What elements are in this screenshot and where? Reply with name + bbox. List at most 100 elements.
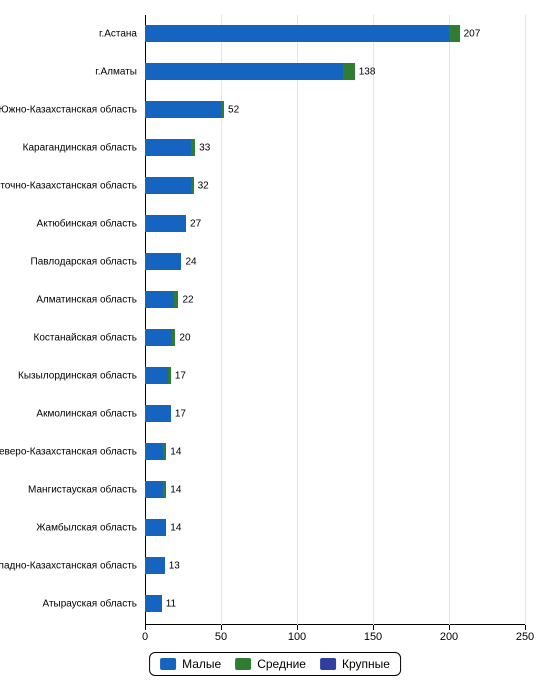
x-axis bbox=[145, 624, 525, 625]
legend-swatch-medium bbox=[235, 658, 251, 670]
bar-segment-medium bbox=[221, 101, 224, 118]
legend-label-medium: Средние bbox=[257, 657, 306, 671]
bar-row: Восточно-Казахстанская область32 bbox=[145, 177, 525, 194]
bar-row: Мангистауская область14 bbox=[145, 481, 525, 498]
bar-segment-small bbox=[145, 519, 166, 536]
value-label: 17 bbox=[175, 370, 186, 381]
bar-segment-medium bbox=[163, 481, 166, 498]
bar-segment-small bbox=[145, 253, 181, 270]
bar-segment-medium bbox=[172, 329, 175, 346]
bar-stack bbox=[145, 25, 460, 42]
bar-stack bbox=[145, 443, 166, 460]
chart-container: 050100150200250г.Астана207г.Алматы138Южн… bbox=[0, 0, 550, 684]
category-label: Атырауская область bbox=[43, 598, 138, 609]
value-label: 27 bbox=[190, 218, 201, 229]
x-tick-label: 100 bbox=[288, 631, 306, 643]
x-tick-label: 150 bbox=[364, 631, 382, 643]
category-label: Костанайская область bbox=[34, 332, 137, 343]
value-label: 14 bbox=[170, 446, 181, 457]
category-label: Западно-Казахстанская область bbox=[0, 560, 137, 571]
bar-segment-medium bbox=[343, 63, 355, 80]
value-label: 14 bbox=[170, 522, 181, 533]
bar-row: г.Астана207 bbox=[145, 25, 525, 42]
bar-row: Жамбылская область14 bbox=[145, 519, 525, 536]
bar-stack bbox=[145, 557, 165, 574]
value-label: 17 bbox=[175, 408, 186, 419]
bar-stack bbox=[145, 177, 194, 194]
bar-row: Алматинская область22 bbox=[145, 291, 525, 308]
x-tick bbox=[525, 625, 526, 630]
bar-row: Западно-Казахстанская область13 bbox=[145, 557, 525, 574]
category-label: Восточно-Казахстанская область bbox=[0, 180, 137, 191]
value-label: 138 bbox=[359, 66, 376, 77]
value-label: 207 bbox=[464, 28, 481, 39]
value-label: 20 bbox=[179, 332, 190, 343]
bar-stack bbox=[145, 481, 166, 498]
legend-item-medium: Средние bbox=[235, 657, 306, 671]
bar-segment-small bbox=[145, 367, 168, 384]
category-label: Павлодарская область bbox=[31, 256, 137, 267]
category-label: Акмолинская область bbox=[36, 408, 137, 419]
legend: Малые Средние Крупные bbox=[149, 652, 401, 676]
bar-stack bbox=[145, 253, 181, 270]
bar-stack bbox=[145, 367, 171, 384]
x-tick-label: 250 bbox=[516, 631, 534, 643]
bar-row: Атырауская область11 bbox=[145, 595, 525, 612]
legend-item-large: Крупные bbox=[320, 657, 390, 671]
bar-segment-small bbox=[145, 177, 191, 194]
x-tick bbox=[221, 625, 222, 630]
category-label: г.Алматы bbox=[95, 66, 137, 77]
bar-row: г.Алматы138 bbox=[145, 63, 525, 80]
x-tick bbox=[297, 625, 298, 630]
category-label: Северо-Казахстанская область bbox=[0, 446, 137, 457]
plot-area: 050100150200250г.Астана207г.Алматы138Южн… bbox=[145, 15, 525, 625]
category-label: Алматинская область bbox=[36, 294, 137, 305]
bar-segment-medium bbox=[174, 291, 179, 308]
bar-stack bbox=[145, 519, 166, 536]
category-label: г.Астана bbox=[99, 28, 137, 39]
bar-segment-small bbox=[145, 215, 186, 232]
bar-row: Кызылординская область17 bbox=[145, 367, 525, 384]
x-tick-label: 200 bbox=[440, 631, 458, 643]
bar-stack bbox=[145, 329, 175, 346]
bar-stack bbox=[145, 101, 224, 118]
bar-row: Карагандинская область33 bbox=[145, 139, 525, 156]
legend-label-large: Крупные bbox=[342, 657, 390, 671]
value-label: 13 bbox=[169, 560, 180, 571]
bar-segment-medium bbox=[191, 177, 194, 194]
bar-stack bbox=[145, 595, 162, 612]
bar-segment-small bbox=[145, 481, 163, 498]
value-label: 24 bbox=[185, 256, 196, 267]
bar-segment-medium bbox=[449, 25, 460, 42]
category-label: Жамбылская область bbox=[36, 522, 137, 533]
x-tick-label: 0 bbox=[142, 631, 148, 643]
bar-row: Павлодарская область24 bbox=[145, 253, 525, 270]
bar-row: Акмолинская область17 bbox=[145, 405, 525, 422]
gridline bbox=[525, 15, 526, 625]
bar-segment-small bbox=[145, 405, 171, 422]
bar-segment-small bbox=[145, 595, 162, 612]
bar-segment-small bbox=[145, 557, 165, 574]
x-tick bbox=[449, 625, 450, 630]
value-label: 33 bbox=[199, 142, 210, 153]
bar-segment-small bbox=[145, 139, 191, 156]
legend-item-small: Малые bbox=[160, 657, 221, 671]
bar-row: Южно-Казахстанская область52 bbox=[145, 101, 525, 118]
category-label: Актюбинская область bbox=[37, 218, 137, 229]
x-tick bbox=[373, 625, 374, 630]
bar-segment-small bbox=[145, 25, 449, 42]
bar-segment-medium bbox=[168, 367, 171, 384]
legend-swatch-large bbox=[320, 658, 336, 670]
category-label: Южно-Казахстанская область bbox=[0, 104, 137, 115]
bar-segment-medium bbox=[163, 443, 166, 460]
bar-row: Северо-Казахстанская область14 bbox=[145, 443, 525, 460]
bar-segment-small bbox=[145, 101, 221, 118]
legend-label-small: Малые bbox=[182, 657, 221, 671]
x-tick-label: 50 bbox=[215, 631, 227, 643]
value-label: 32 bbox=[198, 180, 209, 191]
bar-stack bbox=[145, 291, 178, 308]
value-label: 22 bbox=[182, 294, 193, 305]
bar-segment-small bbox=[145, 63, 343, 80]
bar-segment-medium bbox=[191, 139, 196, 156]
category-label: Карагандинская область bbox=[23, 142, 137, 153]
